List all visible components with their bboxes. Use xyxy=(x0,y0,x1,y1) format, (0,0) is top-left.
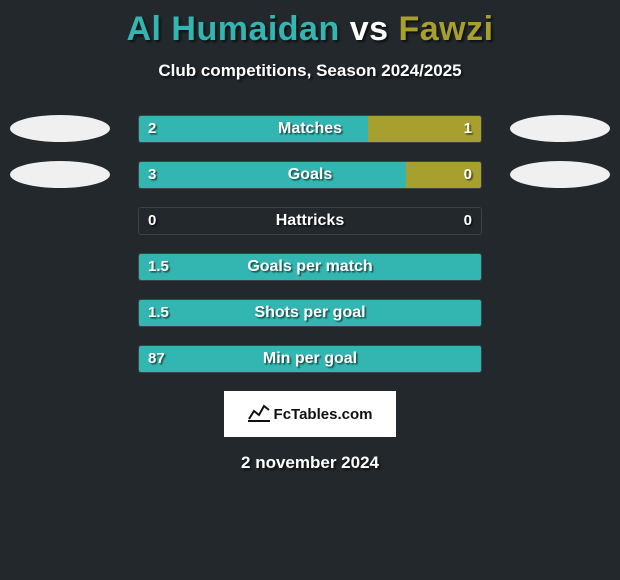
subtitle: Club competitions, Season 2024/2025 xyxy=(0,61,620,81)
comparison-title: Al Humaidan vs Fawzi xyxy=(0,0,620,49)
stat-row: Goals30 xyxy=(0,161,620,189)
stat-row: Goals per match1.5 xyxy=(0,253,620,281)
brand-box: FcTables.com xyxy=(224,391,396,437)
stat-bar-right xyxy=(406,162,481,188)
stat-bar-left xyxy=(139,300,481,326)
stat-bar-left xyxy=(139,116,368,142)
player2-avatar xyxy=(510,161,610,188)
stat-row: Shots per goal1.5 xyxy=(0,299,620,327)
stat-row: Min per goal87 xyxy=(0,345,620,373)
stat-bar-left xyxy=(139,254,481,280)
player2-avatar xyxy=(510,115,610,142)
player1-avatar xyxy=(10,161,110,188)
stat-bar-track xyxy=(138,115,482,143)
brand-text: FcTables.com xyxy=(274,406,373,423)
stat-bar-track xyxy=(138,345,482,373)
stats-chart: Matches21 Goals30 Hattricks00 Goals per mat… xyxy=(0,115,620,373)
stat-bar-track xyxy=(138,253,482,281)
date-text: 2 november 2024 xyxy=(0,453,620,473)
stat-bar-right xyxy=(368,116,481,142)
stat-bar-track xyxy=(138,299,482,327)
player1-avatar xyxy=(10,115,110,142)
stat-bar-track xyxy=(138,207,482,235)
stat-row: Hattricks00 xyxy=(0,207,620,235)
vs-text: vs xyxy=(350,10,389,48)
stat-bar-left xyxy=(139,346,481,372)
stat-row: Matches21 xyxy=(0,115,620,143)
stat-bar-left xyxy=(139,162,406,188)
player2-name: Fawzi xyxy=(398,10,493,48)
stat-bar-track xyxy=(138,161,482,189)
player1-name: Al Humaidan xyxy=(126,10,339,48)
brand-icon xyxy=(248,402,270,427)
